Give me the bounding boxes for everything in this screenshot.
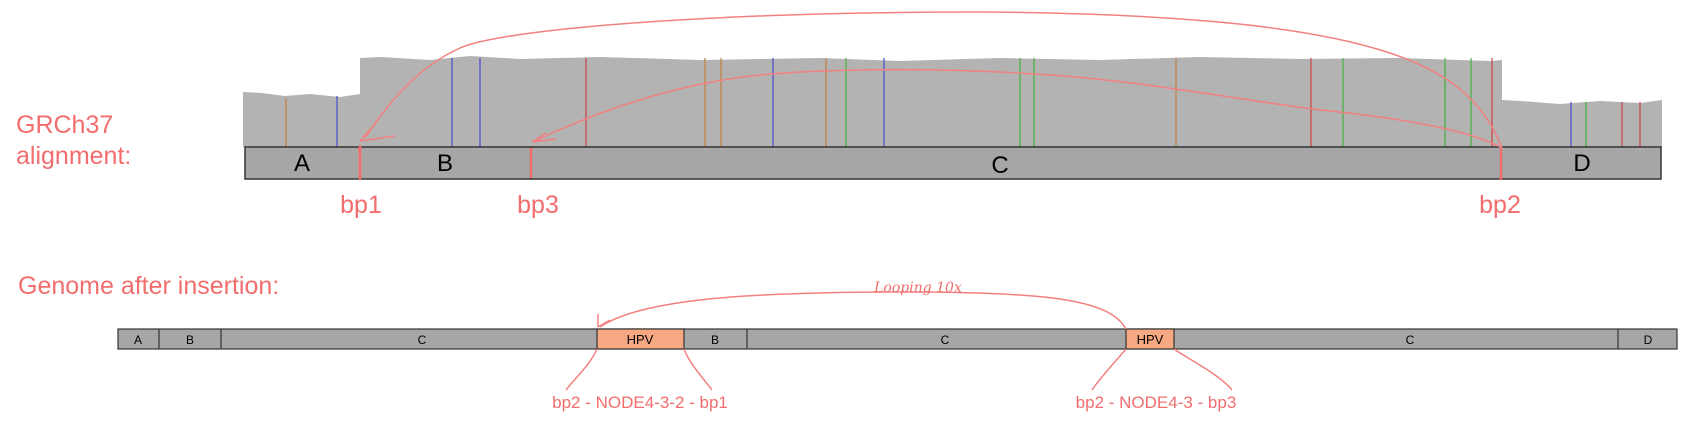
hpv-segment-2 [1125,328,1175,350]
top-arcs [359,11,1503,149]
coverage-track [243,56,1662,147]
ref-segment-b: B [437,150,453,177]
hpv-segment-1 [596,328,685,350]
genome-segment-hpv-2: HPV [1137,332,1164,347]
genome-bar: A B C HPV B C HPV C D [117,328,1678,350]
junction-label-left: bp2 - NODE4-3-2 - bp1 [552,393,728,412]
genome-segment-c: C [418,333,427,347]
alignment-label-line2: alignment: [16,142,131,170]
coverage-area [243,56,1662,147]
genome-segment-b: B [186,333,194,347]
genome-segment-c-3: C [1406,333,1415,347]
genome-segment-hpv-1: HPV [627,332,654,347]
coverage-variant-lines [285,58,1641,147]
alignment-label-line1: GRCh37 [16,111,113,139]
junction-label-right: bp2 - NODE4-3 - bp3 [1076,393,1237,412]
bp2-label: bp2 [1479,191,1521,219]
loop-arc [599,291,1127,330]
genome-after-label: Genome after insertion: [18,272,279,300]
junction-pointers [565,348,1233,391]
arc-bp2-bp1 [364,11,1503,149]
ref-segment-c: C [991,152,1008,179]
loop-label: Looping 10x [873,280,962,296]
genome-segment-b-2: B [711,333,719,347]
arrowhead-bp1 [359,123,396,142]
genome-segment-d: D [1644,333,1653,347]
genome-segment-a: A [134,333,142,347]
reference-bar: A B C D [244,146,1662,180]
arrowhead-bp3 [531,132,557,143]
genome-segment-c-2: C [941,333,950,347]
bp3-label: bp3 [517,191,559,219]
loop-arrowhead [597,314,611,328]
ref-segment-a: A [294,150,310,177]
arc-bp2-bp3 [534,68,1503,149]
ref-segment-d: D [1573,150,1590,177]
breakpoint-markers [358,145,1503,180]
bp1-label: bp1 [340,191,382,219]
